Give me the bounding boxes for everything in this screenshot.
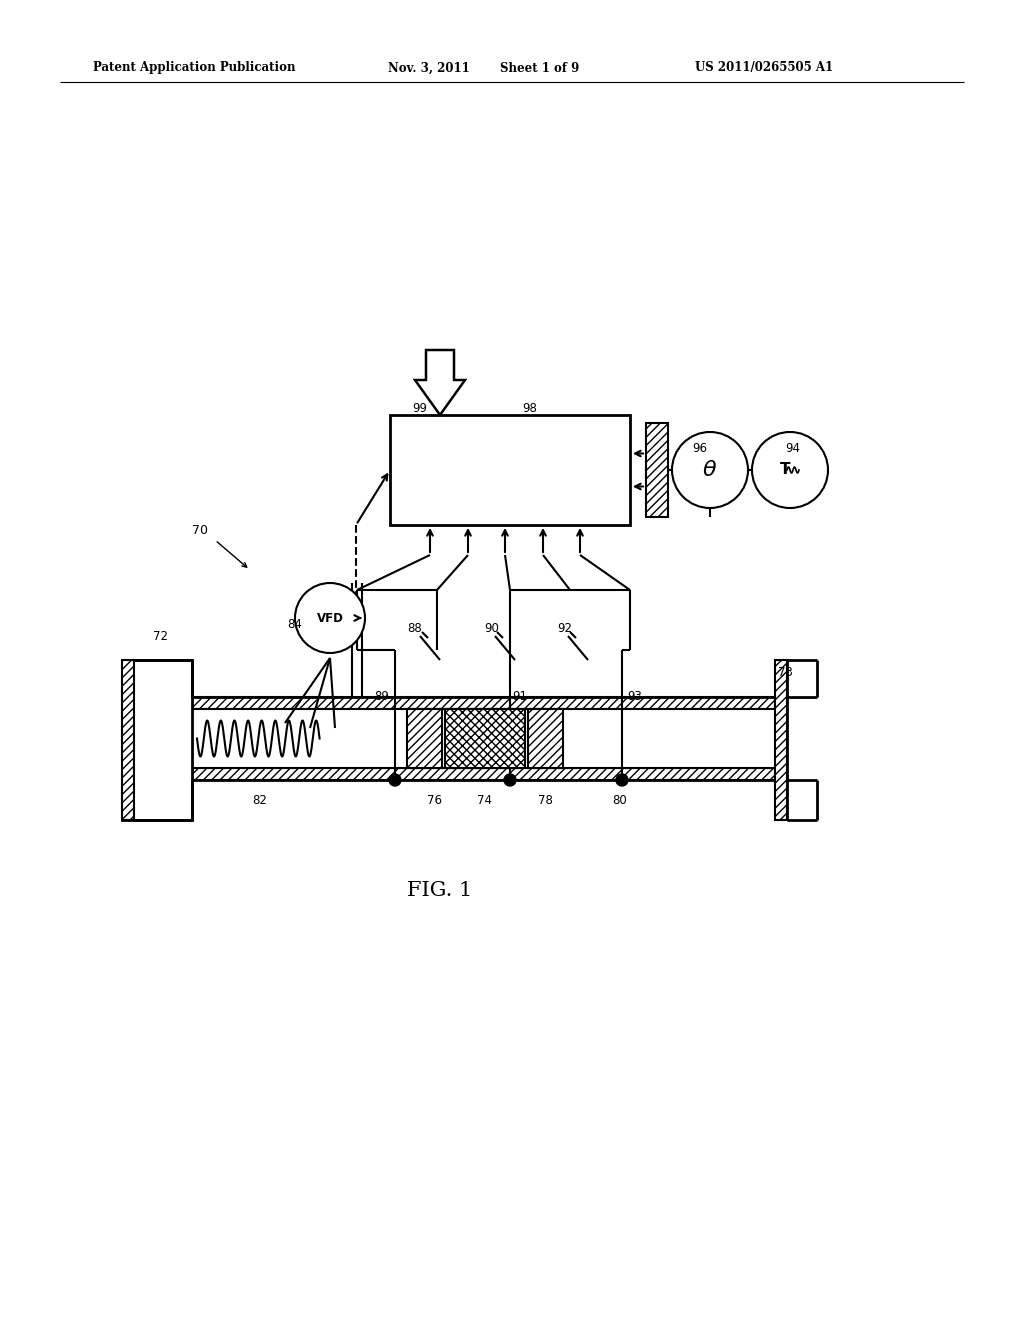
Text: 93: 93 — [628, 689, 642, 702]
Text: 70: 70 — [193, 524, 208, 536]
Bar — [193, 768, 775, 780]
Text: 78: 78 — [538, 793, 552, 807]
Text: 76: 76 — [427, 793, 442, 807]
Text: 98: 98 — [522, 401, 538, 414]
Text: 84: 84 — [288, 618, 302, 631]
Text: FIG. 1: FIG. 1 — [408, 880, 473, 899]
Bar — [646, 422, 668, 517]
Text: Nov. 3, 2011: Nov. 3, 2011 — [388, 62, 470, 74]
Text: 82: 82 — [253, 793, 267, 807]
Text: 96: 96 — [692, 441, 708, 454]
Text: Sheet 1 of 9: Sheet 1 of 9 — [500, 62, 580, 74]
Circle shape — [672, 432, 748, 508]
Text: 88: 88 — [408, 622, 422, 635]
Bar — [193, 697, 775, 709]
Text: US 2011/0265505 A1: US 2011/0265505 A1 — [695, 62, 834, 74]
Bar — [775, 660, 787, 820]
FancyArrow shape — [415, 350, 465, 414]
Bar — [528, 709, 563, 768]
Bar — [390, 414, 630, 525]
Text: 94: 94 — [785, 441, 801, 454]
Bar — [122, 660, 134, 820]
Text: 92: 92 — [557, 622, 572, 635]
Text: 73: 73 — [777, 665, 793, 678]
Text: 91: 91 — [512, 689, 527, 702]
Text: 90: 90 — [484, 622, 500, 635]
Circle shape — [504, 774, 516, 785]
Text: Patent Application Publication: Patent Application Publication — [93, 62, 296, 74]
Text: 89: 89 — [375, 689, 389, 702]
Text: 74: 74 — [476, 793, 492, 807]
Bar — [193, 709, 775, 768]
Text: $\theta$: $\theta$ — [702, 459, 718, 480]
Text: VFD: VFD — [316, 611, 343, 624]
Bar — [122, 660, 193, 820]
Circle shape — [752, 432, 828, 508]
Bar — [445, 709, 525, 768]
Circle shape — [389, 774, 401, 785]
Circle shape — [616, 774, 628, 785]
Text: 80: 80 — [612, 793, 628, 807]
Text: 72: 72 — [153, 631, 168, 644]
Text: T: T — [779, 462, 791, 478]
Text: 99: 99 — [413, 401, 427, 414]
Bar — [407, 709, 442, 768]
Circle shape — [295, 583, 365, 653]
